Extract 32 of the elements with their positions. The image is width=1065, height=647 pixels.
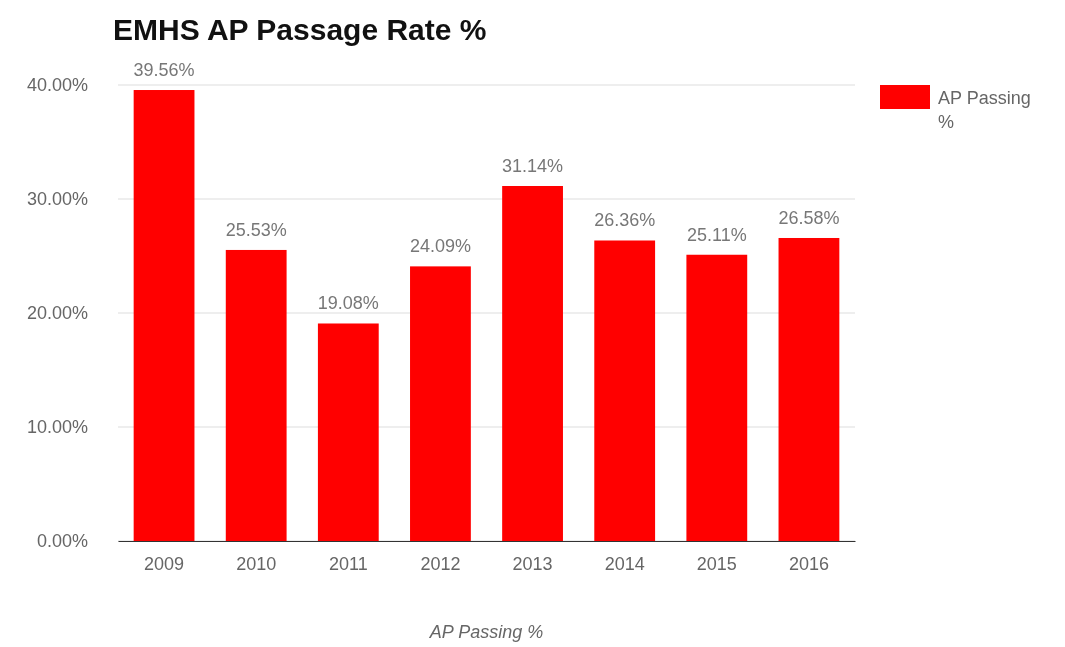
x-tick-label: 2015 — [696, 553, 737, 574]
bar — [410, 266, 471, 541]
data-label: 19.08% — [317, 293, 379, 314]
x-tick-label: 2011 — [328, 553, 368, 574]
x-tick-label: 2014 — [604, 553, 645, 574]
bar — [778, 237, 840, 541]
x-tick-label: 2013 — [512, 553, 553, 574]
bar — [594, 240, 656, 541]
data-label: 24.09% — [409, 236, 471, 257]
data-label: 25.53% — [225, 219, 287, 240]
x-axis-title: AP Passing % — [428, 622, 544, 642]
y-tick-label: 40.00% — [26, 75, 88, 96]
bar — [686, 254, 748, 541]
x-tick-label: 2009 — [144, 553, 185, 574]
data-label: 25.11% — [686, 224, 747, 245]
x-tick-label: 2010 — [236, 553, 277, 574]
bar — [133, 90, 195, 541]
data-label: 26.36% — [594, 210, 656, 231]
x-tick-label: 2016 — [788, 553, 829, 574]
data-label: 26.58% — [778, 207, 840, 228]
y-tick-label: 10.00% — [26, 417, 88, 438]
y-tick-label: 0.00% — [36, 531, 88, 552]
data-label: 39.56% — [133, 60, 195, 81]
y-tick-label: 20.00% — [26, 303, 88, 324]
legend-label: AP Passing % — [938, 88, 1031, 132]
bar — [317, 323, 379, 541]
bar — [225, 249, 287, 541]
data-label: 31.14% — [502, 156, 564, 176]
bar — [502, 186, 563, 541]
y-tick-label: 30.00% — [26, 189, 88, 210]
chart-title: EMHS AP Passage Rate % — [113, 13, 487, 46]
x-tick-label: 2012 — [420, 553, 461, 574]
